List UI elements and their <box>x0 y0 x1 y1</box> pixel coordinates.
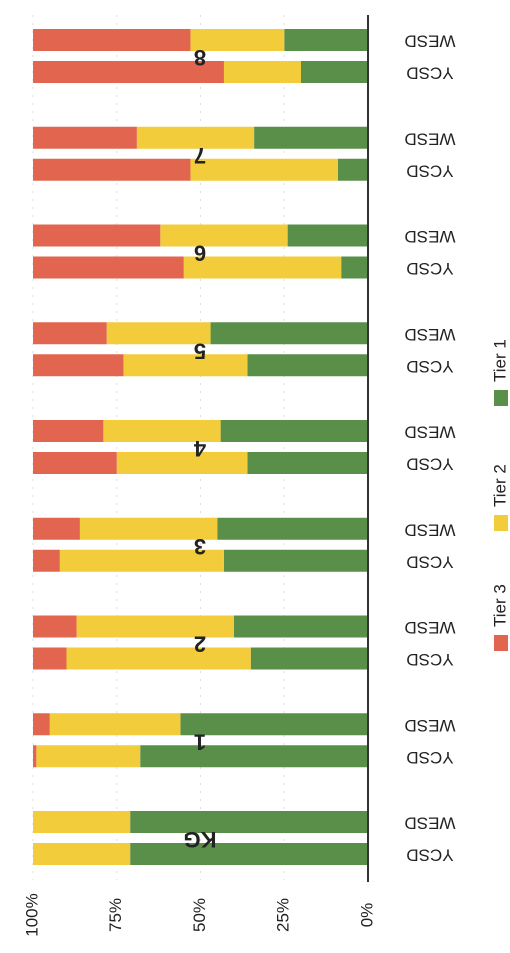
bar-segment <box>33 517 80 540</box>
legend-swatch <box>494 390 508 406</box>
group-label: 6 <box>194 241 206 266</box>
bar-segment <box>33 745 37 768</box>
x-tick-label: 0% <box>357 903 376 928</box>
category-label: WESD <box>405 423 456 442</box>
x-tick-label: 75% <box>106 898 125 932</box>
bar-segment <box>301 61 368 83</box>
bar-segment <box>33 615 77 638</box>
bar-segment <box>223 61 301 83</box>
bar-segment <box>223 549 368 572</box>
legend-label: Tier 3 <box>490 584 509 627</box>
category-label: WESD <box>405 716 456 735</box>
bar-segment <box>33 811 131 833</box>
bar-segment <box>217 517 368 540</box>
bar-segment <box>284 29 368 51</box>
bar-segment <box>79 517 218 540</box>
category-label: YCSD <box>406 650 453 669</box>
bar-segment <box>220 420 368 442</box>
x-tick-label: 50% <box>190 898 209 932</box>
group-label: 7 <box>194 143 206 168</box>
category-label: WESD <box>405 129 456 148</box>
bar-segment <box>106 322 211 345</box>
category-label: YCSD <box>406 161 453 180</box>
group-label: KG <box>184 827 217 852</box>
category-label: YCSD <box>406 455 453 474</box>
bar-segment <box>49 713 181 736</box>
category-label: WESD <box>405 32 456 51</box>
bar-segment <box>210 322 368 345</box>
bar-segment <box>341 256 368 279</box>
group-label: 2 <box>194 632 206 657</box>
group-label: 4 <box>193 436 206 461</box>
x-tick-label: 25% <box>274 898 293 932</box>
category-label: YCSD <box>406 846 453 865</box>
bar-segment <box>247 354 368 377</box>
bar-segment <box>33 647 67 670</box>
bar-segment <box>130 811 368 833</box>
bar-segment <box>337 158 368 181</box>
bar-segment <box>183 256 342 279</box>
bar-segment <box>123 354 248 377</box>
category-label: WESD <box>405 325 456 344</box>
category-label: YCSD <box>406 748 453 767</box>
bar-segment <box>33 713 50 736</box>
bar-segment <box>76 615 234 638</box>
bar-segment <box>36 745 141 768</box>
bar-segment <box>33 322 107 345</box>
bar-segment <box>234 615 368 638</box>
category-label: YCSD <box>406 552 453 571</box>
group-label: 3 <box>194 534 206 559</box>
group-label: 8 <box>194 45 206 70</box>
bar-segment <box>33 452 117 474</box>
bar-segment <box>59 549 224 572</box>
x-tick-label: 100% <box>22 893 41 936</box>
bar-segment <box>33 549 60 572</box>
bar-segment <box>250 647 368 670</box>
bar-segment <box>254 126 368 149</box>
group-label: 5 <box>194 338 206 363</box>
bar-segment <box>136 126 255 149</box>
bar-segment <box>33 420 104 442</box>
bar-segment <box>103 420 221 442</box>
bar-segment <box>33 354 124 377</box>
bar-segment <box>33 843 131 865</box>
legend-label: Tier 2 <box>490 464 509 507</box>
bar-segment <box>66 647 251 670</box>
category-label: WESD <box>405 520 456 539</box>
bar-segment <box>287 224 368 247</box>
category-label: WESD <box>405 618 456 637</box>
bar-segment <box>130 843 368 865</box>
category-label: YCSD <box>406 64 453 83</box>
bar-segment <box>247 452 368 474</box>
legend-swatch <box>494 515 508 531</box>
group-label: 1 <box>194 729 206 754</box>
bar-segment <box>190 29 285 51</box>
legend-label: Tier 1 <box>490 339 509 382</box>
bar-segment <box>33 61 224 83</box>
category-label: YCSD <box>406 259 453 278</box>
bar-segment <box>116 452 248 474</box>
bar-segment <box>33 158 191 181</box>
bar-segment <box>180 713 368 736</box>
category-label: WESD <box>405 814 456 833</box>
bar-segment <box>140 745 368 768</box>
bar-segment <box>33 224 161 247</box>
bar-segment <box>33 29 191 51</box>
bar-segment <box>190 158 338 181</box>
bar-segment <box>160 224 288 247</box>
bar-segment <box>33 126 137 149</box>
category-label: WESD <box>405 227 456 246</box>
legend-swatch <box>494 635 508 651</box>
bar-segment <box>33 256 184 279</box>
category-label: YCSD <box>406 357 453 376</box>
